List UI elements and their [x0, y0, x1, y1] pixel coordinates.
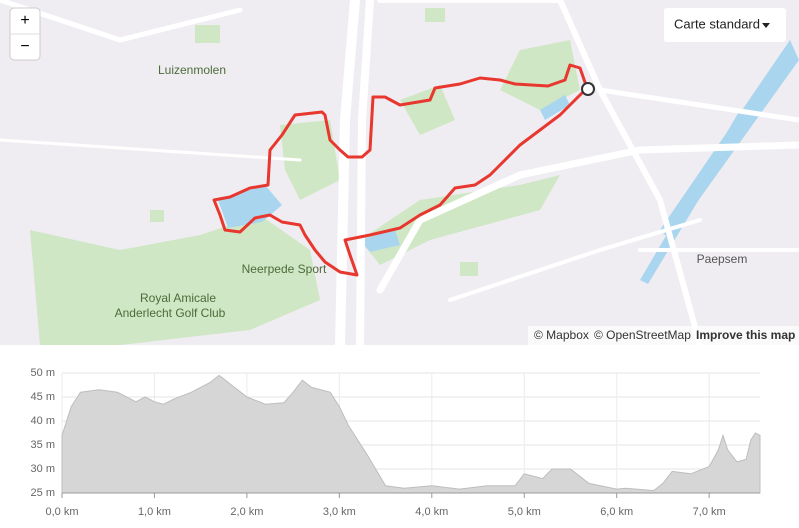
- style-selector-box: [664, 8, 786, 42]
- place-label: Paepsem: [697, 252, 748, 266]
- attribution-box: [528, 326, 799, 345]
- y-tick-label: 30 m: [31, 463, 55, 475]
- x-tick-label: 3,0 km: [323, 506, 356, 518]
- attribution[interactable]: © OpenStreetMap: [594, 328, 691, 342]
- place-label: Neerpede Sport: [242, 262, 327, 276]
- roads: [0, 0, 799, 345]
- y-tick-label: 40 m: [31, 415, 55, 427]
- parks: [30, 8, 580, 345]
- elevation-area: [61, 374, 761, 494]
- x-tick-label: 5,0 km: [508, 506, 541, 518]
- x-tick-label: 6,0 km: [600, 506, 633, 518]
- attribution[interactable]: © Mapbox: [534, 328, 589, 342]
- place-label: Anderlecht Golf Club: [115, 306, 226, 320]
- attribution[interactable]: Improve this map: [696, 328, 795, 342]
- route: [212, 63, 589, 277]
- style-selector[interactable]: Carte standard: [664, 8, 786, 42]
- y-tick-label: 25 m: [31, 487, 55, 499]
- x-tick-label: 4,0 km: [415, 506, 448, 518]
- elevation-chart: 25 m 30 m 35 m 40 m 45 m 50 m 0,0 km 1,0 km 2,0 …: [31, 367, 761, 518]
- x-tick-label: 1,0 km: [138, 506, 171, 518]
- x-tick-label: 7,0 km: [693, 506, 726, 518]
- y-tick-label: 45 m: [31, 391, 55, 403]
- zoom-out[interactable]: −: [20, 38, 29, 55]
- zoom-controls: + −: [9, 7, 41, 61]
- zoom-in[interactable]: +: [20, 12, 29, 29]
- style-selector-label: Carte standard: [674, 16, 760, 31]
- place-label: Royal Amicale: [140, 291, 216, 305]
- x-tick-label: 2,0 km: [230, 506, 263, 518]
- dropdown-arrow: [762, 23, 770, 28]
- water: [218, 40, 799, 284]
- map: Luizenmolen Neerpede Sport Paepsem Royal…: [0, 0, 799, 345]
- y-tick-label: 50 m: [31, 367, 55, 379]
- x-tick-label: 0,0 km: [45, 506, 78, 518]
- place-label: Luizenmolen: [158, 63, 226, 77]
- y-tick-label: 35 m: [31, 439, 55, 451]
- finish-marker: [581, 82, 595, 96]
